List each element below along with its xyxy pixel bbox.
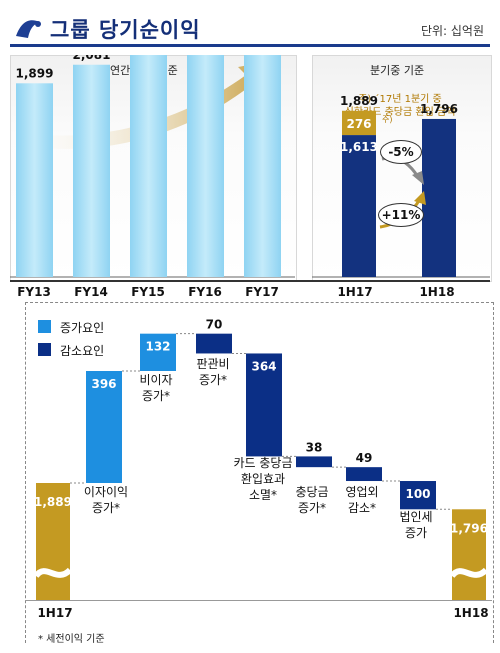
page-title: 그룹 당기순이익 [50, 18, 201, 42]
waterfall-step-bar [346, 467, 382, 482]
quarterly-chart-title: 분기중 기준 [370, 64, 425, 77]
waterfall-step-value-label: 70 [206, 318, 223, 332]
annual-bar [187, 55, 224, 277]
change-label-plus: +11% [378, 203, 424, 227]
annual-bar [16, 83, 53, 277]
waterfall-start-label: 1H17 [37, 606, 73, 620]
waterfall-step-value-label: 396 [91, 377, 116, 391]
category-label: FY16 [188, 285, 222, 299]
axis-break-mark [449, 567, 489, 579]
header-bar: 그룹 당기순이익 단위: 십억원 [10, 8, 490, 47]
quarterly-total-label: 1,889 [340, 94, 378, 108]
step-label: 영업외 감소* [345, 485, 379, 515]
step-label: 법인세 증가 [399, 510, 433, 540]
waterfall-step-bar [86, 371, 122, 483]
waterfall-step-bar [400, 481, 436, 510]
waterfall-baseline [25, 600, 492, 601]
unit-label: 단위: 십억원 [420, 24, 484, 38]
legend-label-increase: 증가요인 [60, 321, 105, 335]
quarterly-note-marker: 주) [382, 115, 392, 124]
waterfall-total-value-label: 1,889 [34, 495, 72, 509]
category-label: FY15 [131, 285, 165, 299]
quarterly-bar-segment [342, 135, 376, 277]
waterfall-step-bar [140, 333, 176, 371]
waterfall-total-bar [452, 509, 486, 600]
quarterly-note-line-2: 신한카드 충당금 환입 금액 [344, 107, 456, 118]
legend-swatch-decrease [38, 343, 51, 356]
category-label: 1H18 [419, 285, 455, 299]
section-divider [10, 280, 490, 282]
annual-bar [130, 55, 167, 277]
annual-chart: 1,8992,0812,3672,7752,918 [10, 55, 295, 278]
category-label: FY14 [74, 285, 108, 299]
quarterly-bar-segment [342, 110, 376, 136]
legend-label-decrease: 감소요인 [60, 344, 105, 358]
annual-bar [244, 55, 281, 277]
quarterly-total-label: 1,796 [420, 102, 458, 116]
category-label: FY17 [245, 285, 279, 299]
change-label-minus: -5% [380, 140, 422, 164]
waterfall-panel [25, 302, 494, 643]
quarterly-segment-label: 276 [346, 117, 371, 131]
increase-arrow-head [414, 191, 426, 205]
category-label: 1H17 [337, 285, 373, 299]
step-label: 충당금 증가* [295, 485, 329, 515]
step-label: 이자이익 증가* [83, 485, 129, 515]
waterfall-step-value-label: 132 [145, 340, 170, 354]
waterfall-total-value-label: 1,796 [450, 521, 488, 535]
waterfall-step-value-label: 49 [356, 451, 373, 465]
footnote: * 세전이익 기준 [38, 634, 105, 645]
waterfall-total-bar [36, 483, 70, 600]
waterfall-step-value-label: 364 [251, 359, 276, 373]
decrease-arrow-head [412, 171, 424, 185]
quarterly-segment-label: 1,613 [340, 140, 378, 154]
waterfall-step-value-label: 100 [405, 487, 430, 501]
step-label: 판관비 증가* [196, 357, 230, 387]
waterfall-step-bar [246, 353, 282, 457]
category-label: FY13 [17, 285, 51, 299]
annual-bar-value-label: 1,899 [16, 66, 54, 80]
step-label: 비이자 증가* [139, 373, 173, 403]
quarterly-note-line-1: 주) ´17년 1분기 중 [358, 94, 442, 105]
waterfall-end-label: 1H18 [453, 606, 489, 620]
waterfall-step-bar [196, 333, 232, 354]
annual-bar-value-label: 2,081 [73, 55, 111, 62]
legend-swatch-increase [38, 320, 51, 333]
step-label: 카드 충당금 환입효과 소멸* [233, 456, 293, 502]
axis-break-mark [33, 567, 73, 579]
quarterly-chart: 276 1,613 주) 1,889 1,796 [312, 94, 490, 278]
waterfall-step-bar [296, 456, 332, 468]
waterfall-step-value-label: 38 [306, 440, 323, 454]
quarterly-bar-segment [422, 118, 456, 277]
logo-icon [16, 20, 41, 38]
annual-bar [73, 64, 110, 277]
